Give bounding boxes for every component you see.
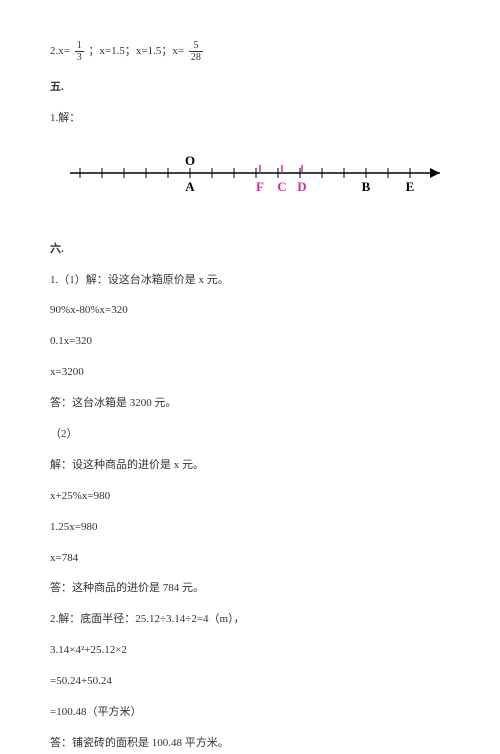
q2-prefix: 2.x=	[50, 45, 70, 57]
sec6-l4: x=3200	[50, 362, 450, 383]
number-line-svg: OA B E FCD	[50, 143, 450, 213]
section-6-heading: 六.	[50, 239, 450, 260]
section-5-heading: 五.	[50, 77, 450, 98]
svg-text:F: F	[256, 179, 264, 194]
sec6-l14: =50.24+50.24	[50, 671, 450, 692]
frac-num: 1	[75, 40, 84, 52]
sec6-l6: （2）	[50, 424, 450, 445]
q2-mid: ；x=1.5；x=1.5；x=	[88, 45, 184, 57]
svg-text:C: C	[277, 179, 286, 194]
sec6-l11: 答：这种商品的进价是 784 元。	[50, 578, 450, 599]
frac-den: 28	[189, 52, 203, 63]
sec6-l13: 3.14×4²+25.12×2	[50, 640, 450, 661]
frac-num: 5	[189, 40, 203, 52]
sec6-l1: 1.（1）解：设这台冰箱原价是 x 元。	[50, 270, 450, 291]
fraction-1-3: 1 3	[75, 40, 84, 63]
sec6-l9: 1.25x=980	[50, 517, 450, 538]
sec6-l15: =100.48（平方米）	[50, 702, 450, 723]
question-2-line: 2.x= 1 3 ；x=1.5；x=1.5；x= 5 28	[50, 40, 450, 63]
sec6-l10: x=784	[50, 548, 450, 569]
fraction-5-28: 5 28	[189, 40, 203, 63]
number-line-diagram: OA B E FCD	[50, 143, 450, 221]
svg-text:O: O	[185, 153, 195, 168]
sec6-l7: 解：设这种商品的进价是 x 元。	[50, 455, 450, 476]
svg-text:B: B	[362, 179, 371, 194]
svg-text:A: A	[185, 179, 195, 194]
sec6-l3: 0.1x=320	[50, 331, 450, 352]
svg-text:D: D	[297, 179, 306, 194]
sec6-l16: 答：铺瓷砖的面积是 100.48 平方米。	[50, 733, 450, 754]
sec6-l5: 答：这台冰箱是 3200 元。	[50, 393, 450, 414]
sec5-line1: 1.解：	[50, 108, 450, 129]
sec6-l12: 2.解：底面半径：25.12÷3.14÷2=4（m），	[50, 609, 450, 630]
frac-den: 3	[75, 52, 84, 63]
svg-text:E: E	[406, 179, 415, 194]
sec6-l8: x+25%x=980	[50, 486, 450, 507]
sec6-l2: 90%x-80%x=320	[50, 300, 450, 321]
